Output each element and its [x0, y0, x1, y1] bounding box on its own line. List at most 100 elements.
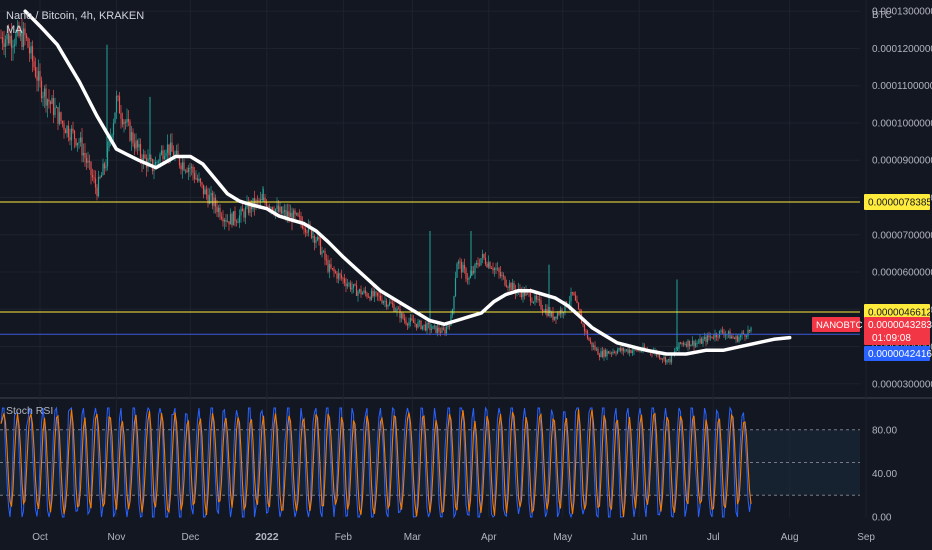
candle-body [192, 166, 194, 173]
candle-body [78, 142, 80, 143]
candle-body [82, 152, 85, 156]
symbol-badge [812, 317, 860, 332]
candle-body [204, 189, 206, 195]
candle-body [187, 167, 190, 173]
candle-body [97, 177, 100, 197]
candle-body [334, 271, 337, 273]
candle-body [100, 175, 103, 178]
candle-body [415, 323, 418, 328]
candle-body [207, 194, 209, 204]
last-price-badge [864, 317, 930, 345]
candle-body [631, 350, 634, 353]
candle-body [324, 251, 326, 260]
candle-body [603, 350, 605, 357]
candle-body [61, 121, 64, 124]
time-tick-label: Dec [182, 532, 200, 543]
candle-body [544, 308, 547, 313]
candle-body [462, 264, 464, 273]
stoch-rsi-title[interactable]: Stoch RSI [6, 405, 54, 417]
candle-body [703, 336, 706, 339]
candle-body [678, 342, 680, 349]
candle-body [721, 330, 724, 333]
candle-body [715, 333, 718, 337]
candle-body [571, 292, 574, 293]
candle-body [1, 37, 4, 44]
candle-body [168, 144, 170, 156]
candle-body [318, 236, 320, 240]
candle-body [319, 239, 322, 255]
level-badge-upper-text: 0.0000078385 [868, 198, 932, 209]
price-unit-label: BTC [872, 10, 892, 21]
moving-average-line [23, 9, 792, 356]
candle-body [64, 129, 67, 134]
candle-body [132, 132, 134, 144]
candle-body [727, 331, 730, 335]
candle-body [357, 291, 359, 296]
candle-body [598, 354, 601, 358]
candle-body [574, 295, 577, 301]
candle-body [457, 261, 460, 264]
candle-body [90, 161, 92, 175]
candle-body [211, 193, 214, 206]
candle-body [433, 325, 436, 327]
chart-title[interactable]: Nano / Bitcoin, 4h, KRAKEN [6, 10, 145, 22]
candle-body [285, 209, 287, 217]
candle-body [550, 311, 553, 317]
candle-body [693, 340, 695, 347]
candle-body [99, 177, 101, 178]
candle-body [298, 215, 301, 217]
candle-body [322, 251, 325, 252]
candle-body [448, 325, 451, 327]
candle-body [511, 283, 514, 291]
candle-body [247, 202, 250, 213]
candle-body [487, 262, 490, 267]
candle-body [169, 142, 172, 156]
price-tick-label: 0.0000900000 [872, 156, 932, 167]
candle-body [399, 309, 401, 319]
indicator-label[interactable]: MA [6, 24, 23, 36]
candle-body [123, 121, 125, 125]
time-tick-label: Oct [32, 532, 48, 543]
candle-body [376, 292, 379, 296]
candle-body [666, 359, 668, 363]
price-tick-label: 0.0001000000 [872, 118, 932, 129]
candle-body [736, 336, 739, 342]
candle-body [709, 336, 712, 338]
candle-body [355, 285, 358, 296]
candle-body [504, 276, 506, 286]
candle-body [276, 205, 278, 209]
candle-body [495, 268, 497, 270]
candle-body [7, 33, 10, 44]
candle-body [24, 28, 26, 35]
candle-body [582, 323, 584, 325]
candle-body [154, 162, 157, 170]
last-price-text: 0.0000043283 [868, 320, 932, 331]
candle-body [450, 314, 452, 326]
candle-body [664, 356, 667, 363]
candle-body [748, 329, 751, 332]
candle-body [327, 260, 329, 272]
time-tick-label: Apr [481, 532, 497, 543]
candle-body [750, 327, 752, 332]
candle-body [40, 80, 43, 98]
candle-body [301, 222, 304, 229]
candle-body [549, 310, 551, 317]
candle-body [612, 351, 614, 354]
candle-body [139, 144, 142, 159]
candle-body [393, 304, 395, 312]
stoch-tick-label: 40.00 [872, 469, 897, 480]
candle-body [510, 283, 512, 291]
candle-body [36, 76, 38, 81]
candle-body [39, 71, 41, 81]
candle-body [625, 349, 628, 351]
candle-body [621, 347, 623, 351]
candle-body [499, 272, 502, 277]
candle-body [696, 342, 698, 344]
candle-body [711, 336, 713, 338]
candle-body [343, 278, 346, 283]
stoch-rsi-pane: 0.00 40.00 80.00 [0, 406, 897, 524]
candle-body [591, 342, 593, 347]
candle-body [675, 350, 677, 352]
